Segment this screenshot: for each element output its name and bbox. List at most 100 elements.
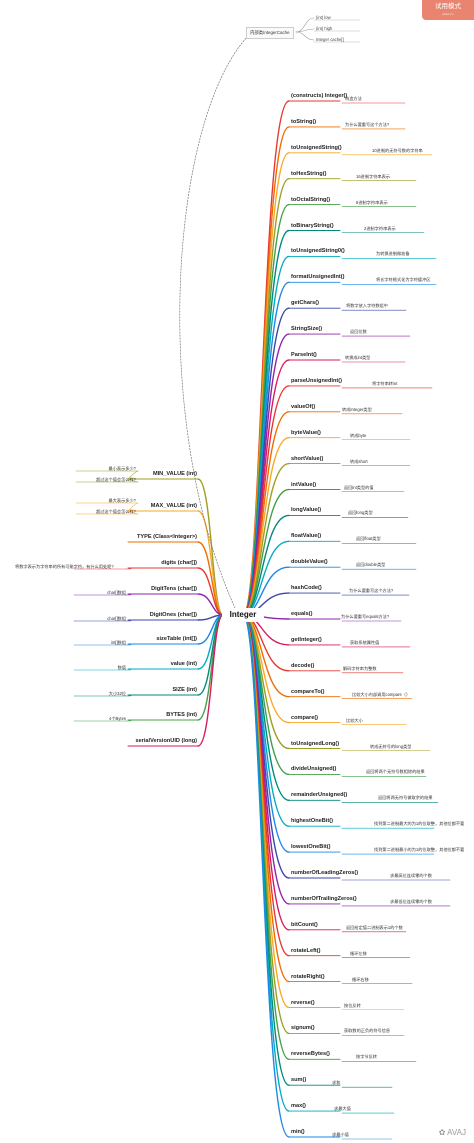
left-desc-link xyxy=(125,719,132,722)
method-description: 10进制的无符号数的字符串 xyxy=(372,147,423,153)
method-description: 获取数的正负的符号信息 xyxy=(344,1028,391,1034)
cache-item-link xyxy=(295,31,315,41)
method-description: 转成byte xyxy=(350,432,367,438)
left-desc-link xyxy=(125,643,132,646)
method-description: 为什么要重写这个方法? xyxy=(345,121,390,127)
method-node[interactable]: min() xyxy=(291,1129,305,1135)
method-description: 将长字符格式化为字符缓冲区 xyxy=(376,277,431,283)
cache-link xyxy=(179,35,249,609)
integer-cache-node[interactable]: 内部类IntegerCache xyxy=(246,27,294,39)
method-description: 按字节反转 xyxy=(356,1054,377,1060)
field-node[interactable]: serialVersionUID (long) xyxy=(135,738,197,744)
method-node[interactable]: longValue() xyxy=(291,507,322,514)
method-node[interactable]: toHexString() xyxy=(291,170,327,177)
left-branch-link xyxy=(197,593,224,616)
method-node[interactable]: rotateLeft() xyxy=(291,947,321,954)
method-description: 返回long类型 xyxy=(348,510,373,516)
method-description: 获取系统属性值 xyxy=(350,639,380,645)
field-node[interactable]: TYPE (Class<Integer>) xyxy=(137,534,197,540)
method-node[interactable]: bitCount() xyxy=(291,921,318,928)
method-node[interactable]: formatUnsignedInt() xyxy=(291,274,345,281)
method-node[interactable]: doubleValue() xyxy=(291,559,328,566)
method-description: 循环左移 xyxy=(350,950,367,956)
field-description: char[]数组 xyxy=(107,616,126,621)
field-node[interactable]: value (int) xyxy=(170,661,197,667)
method-description: 求最大值 xyxy=(334,1106,351,1112)
method-description: 解码字符串为整数 xyxy=(343,665,377,671)
method-node[interactable]: decode() xyxy=(291,662,315,669)
field-node[interactable]: DigitTens (char[]) xyxy=(151,586,197,592)
method-node[interactable]: signum() xyxy=(291,1025,315,1032)
method-node[interactable]: toBinaryString() xyxy=(291,222,334,229)
method-description: 返回int类型的值 xyxy=(344,484,374,490)
method-description: 8进制字符串表示 xyxy=(356,199,388,205)
method-description: 求和 xyxy=(332,1080,341,1086)
field-node[interactable]: MIN_VALUE (int) xyxy=(152,471,197,477)
field-description: 超过这个值会怎么样? xyxy=(95,477,136,482)
method-node[interactable]: toOctalString() xyxy=(291,196,331,203)
method-description: 为什么要重写这个方法? xyxy=(349,588,394,594)
method-node[interactable]: compare() xyxy=(291,714,319,721)
field-node[interactable]: digits (char[]) xyxy=(161,560,197,566)
method-node[interactable]: toString() xyxy=(291,118,317,125)
method-node[interactable]: (constructs) Integer() xyxy=(291,93,348,99)
cache-item-link xyxy=(295,17,315,33)
field-node[interactable]: MAX_VALUE (int) xyxy=(150,503,197,509)
method-node[interactable]: floatValue() xyxy=(291,533,322,540)
method-description: 返回位数 xyxy=(350,329,367,335)
left-desc-link xyxy=(125,694,132,697)
field-node[interactable]: sizeTable (int[]) xyxy=(156,636,197,642)
method-node[interactable]: reverse() xyxy=(291,999,315,1006)
method-node[interactable]: intValue() xyxy=(291,481,317,488)
trial-mode-label: 试用模式 xyxy=(435,3,461,10)
method-node[interactable]: sum() xyxy=(291,1077,307,1084)
method-description: 返回给定值二进制表示1的个数 xyxy=(346,924,403,930)
field-node[interactable]: BYTES (int) xyxy=(166,712,197,718)
method-node[interactable]: toUnsignedString0() xyxy=(291,248,345,255)
method-node[interactable]: numberOfTrailingZeros() xyxy=(291,895,357,902)
method-description: 按位反转 xyxy=(344,1002,361,1008)
field-description: 最大表示多少? xyxy=(108,498,136,503)
root-node[interactable]: Integer xyxy=(222,608,264,622)
method-description: 求最小值 xyxy=(332,1132,349,1137)
method-node[interactable]: lowestOneBit() xyxy=(291,844,331,851)
trial-mode-badge[interactable]: 试用模式 pfunc.cn xyxy=(422,0,474,20)
field-description: int[]数组 xyxy=(110,640,126,645)
left-desc-link xyxy=(125,668,132,671)
method-description: 返回将两个无符号数相除的结果 xyxy=(366,769,425,775)
method-node[interactable]: parseUnsignedInt() xyxy=(291,377,342,384)
left-desc-link xyxy=(125,567,132,570)
wechat-icon: ✿ xyxy=(438,1128,446,1137)
method-description: 返回double类型 xyxy=(356,562,386,568)
method-node[interactable]: numberOfLeadingZeros() xyxy=(291,870,359,876)
method-node[interactable]: divideUnsigned() xyxy=(291,766,337,773)
method-node[interactable]: getChars() xyxy=(291,300,319,307)
cache-field: Integer cache[] xyxy=(316,37,344,42)
method-node[interactable]: valueOf() xyxy=(291,403,316,410)
method-node[interactable]: toUnsignedLong() xyxy=(291,740,340,747)
method-node[interactable]: reverseBytes() xyxy=(291,1051,330,1058)
method-node[interactable]: compareTo() xyxy=(291,688,325,695)
method-node[interactable]: max() xyxy=(291,1103,306,1110)
method-node[interactable]: ParseInt() xyxy=(291,352,317,358)
method-node[interactable]: shortValue() xyxy=(291,455,324,462)
left-branch-link xyxy=(197,614,224,696)
method-node[interactable]: highestOneBit() xyxy=(291,818,333,825)
method-node[interactable]: remainderUnsigned() xyxy=(291,792,348,799)
field-node[interactable]: DigitOnes (char[]) xyxy=(149,612,197,618)
field-node[interactable]: SIZE (int) xyxy=(172,687,197,693)
method-node[interactable]: hashCode() xyxy=(291,585,322,592)
method-description: 为什么要重写equals方法? xyxy=(341,614,390,619)
watermark: ✿ AVAJ xyxy=(439,1128,466,1137)
method-description: 找到第二进制最小的为1的位取整，其他位都不要 xyxy=(374,847,465,853)
method-description: 返回将两无符号做取余的结果 xyxy=(378,795,433,801)
method-description: 比较大小 xyxy=(346,717,363,723)
method-node[interactable]: getInteger() xyxy=(291,636,322,643)
method-description: 转成Integer类型 xyxy=(342,406,372,412)
method-node[interactable]: equals() xyxy=(291,611,313,617)
method-node[interactable]: byteValue() xyxy=(291,429,321,436)
method-node[interactable]: toUnsignedString() xyxy=(291,144,342,151)
method-node[interactable]: StringSize() xyxy=(291,326,323,333)
method-node[interactable]: rotateRight() xyxy=(291,973,325,980)
